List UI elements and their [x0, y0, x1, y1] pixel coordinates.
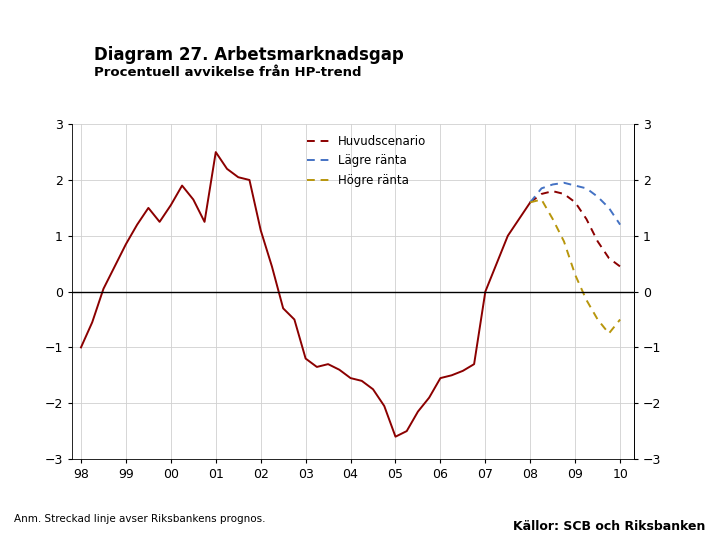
Text: Anm. Streckad linje avser Riksbankens prognos.: Anm. Streckad linje avser Riksbankens pr… [14, 515, 266, 524]
Text: Diagram 27. Arbetsmarknadsgap: Diagram 27. Arbetsmarknadsgap [94, 46, 403, 64]
Legend: Huvudscenario, Lägre ränta, Högre ränta: Huvudscenario, Lägre ränta, Högre ränta [302, 130, 431, 192]
Text: Källor: SCB och Riksbanken: Källor: SCB och Riksbanken [513, 520, 706, 533]
Text: Procentuell avvikelse från HP-trend: Procentuell avvikelse från HP-trend [94, 66, 361, 79]
Text: SVERIGES
RIKSBANK: SVERIGES RIKSBANK [644, 93, 681, 103]
